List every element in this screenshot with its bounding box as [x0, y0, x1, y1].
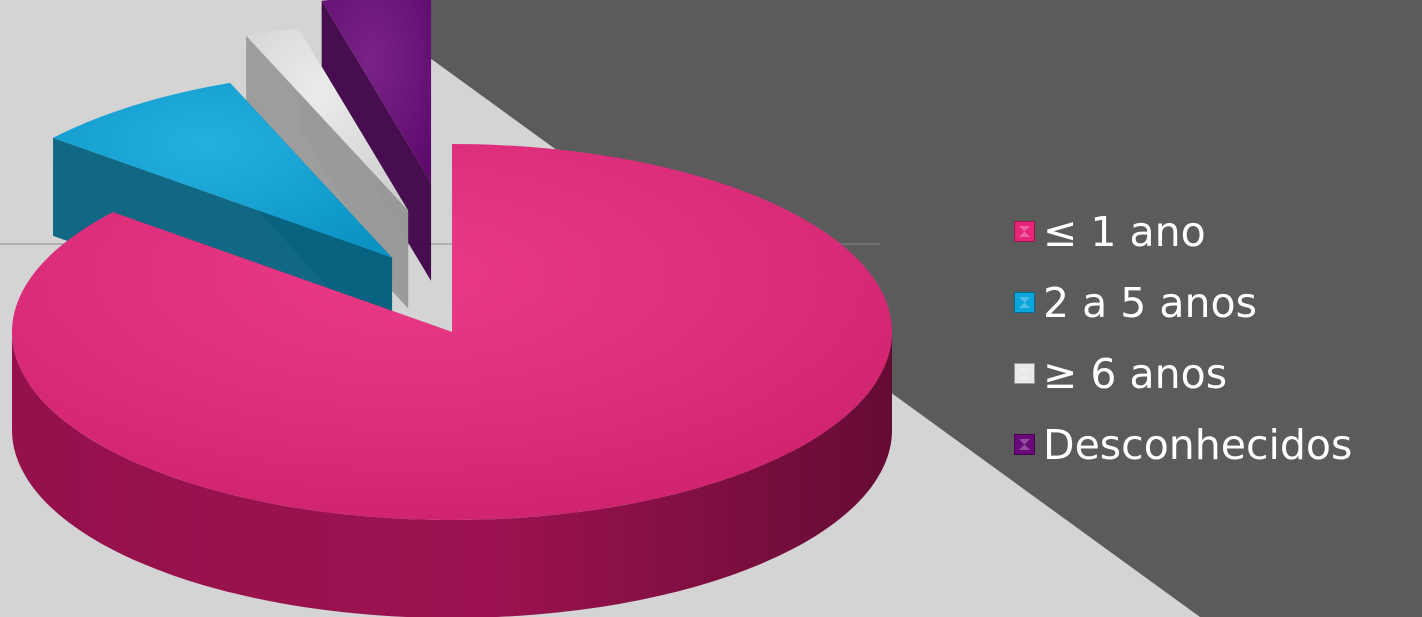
pie-slices [11, 0, 892, 617]
legend-swatch [1014, 221, 1035, 242]
pie-slice-top-gloss [246, 28, 409, 211]
legend-label: ≥ 6 anos [1043, 349, 1228, 398]
legend-label: Desconhecidos [1043, 420, 1353, 469]
pie-slice-top-gloss [53, 82, 393, 258]
legend-label: 2 a 5 anos [1043, 278, 1257, 327]
legend: ≤ 1 ano 2 a 5 anos ≥ 6 anos Desconhecido… [1014, 196, 1422, 480]
pie-slice-side-shade [12, 332, 892, 617]
pie-slice-top-gloss [11, 144, 892, 520]
legend-item: ≥ 6 anos [1014, 338, 1422, 409]
legend-item: Desconhecidos [1014, 409, 1422, 480]
legend-item: 2 a 5 anos [1014, 267, 1422, 338]
legend-item: ≤ 1 ano [1014, 196, 1422, 267]
pie-slice [11, 144, 892, 617]
legend-label: ≤ 1 ano [1043, 207, 1206, 256]
pie-slice-top-gloss [321, 0, 432, 183]
legend-swatch [1014, 292, 1035, 313]
legend-swatch [1014, 363, 1035, 384]
legend-swatch [1014, 434, 1035, 455]
